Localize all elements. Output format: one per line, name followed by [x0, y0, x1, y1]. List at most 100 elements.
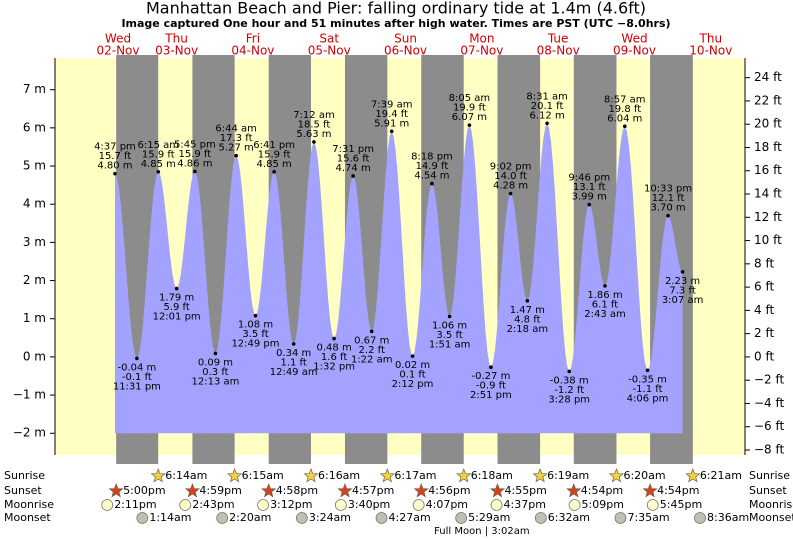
tide-label: 2:51 pm — [470, 390, 512, 401]
tide-label: 15.9 ft — [258, 149, 291, 160]
moon-icon — [614, 512, 627, 524]
date-label: 05-Nov — [308, 44, 351, 58]
tide-label: 4.28 m — [493, 181, 528, 192]
tide-label: 7:39 am — [371, 99, 413, 110]
tide-point — [430, 181, 434, 186]
tide-point — [587, 202, 592, 207]
tide-label: 3:28 pm — [548, 394, 590, 405]
background — [55, 55, 745, 464]
date-label: 02-Nov — [96, 44, 139, 58]
moonrise-time: 2:11pm — [114, 498, 156, 511]
y2-tick-label: 0 ft — [754, 349, 774, 363]
moon-icon — [455, 512, 468, 524]
tide-label: 12.1 ft — [652, 193, 685, 204]
row-label: Moonset — [749, 511, 793, 524]
sun-icon — [184, 483, 201, 498]
moon-icon — [694, 512, 706, 524]
tide-label: 1.08 m — [238, 320, 273, 331]
y2-tick-label: 18 ft — [754, 140, 782, 154]
weekday-label: Thu — [164, 32, 188, 46]
tide-label: 1.47 m — [510, 305, 545, 316]
tide-label: 2:12 pm — [392, 379, 434, 390]
tide-label: 1.06 m — [432, 320, 467, 331]
row-label: Moonrise — [4, 498, 54, 511]
sunset-time: 4:54pm — [657, 484, 699, 497]
tide-label: -1.2 ft — [554, 385, 584, 396]
tide-label: 9:46 pm — [568, 173, 610, 184]
sunset-time: 4:58pm — [276, 484, 318, 497]
tide-label: -0.35 m — [628, 374, 667, 385]
tide-point — [351, 174, 355, 178]
tide-label: 1:32 pm — [313, 362, 355, 373]
moonset-time: 2:20am — [229, 511, 271, 524]
sun-icon — [456, 468, 472, 483]
tide-label: 0.1 ft — [399, 370, 425, 381]
weekday-label: Sat — [319, 32, 339, 46]
tide-label: 14.0 ft — [494, 171, 527, 182]
sun-icon — [413, 483, 429, 498]
tide-label: 2:43 am — [584, 309, 626, 320]
tide-label: 2.2 ft — [359, 345, 385, 356]
moon-phase: Full Moon | 3:02am — [434, 526, 530, 537]
tide-point — [291, 342, 296, 346]
date-label: 10-Nov — [689, 44, 732, 58]
chart-title: Manhattan Beach and Pier: falling ordina… — [146, 0, 646, 18]
tide-label: 4:37 pm — [94, 142, 136, 153]
y2-tick-label: 20 ft — [754, 117, 782, 131]
tide-label: 1.79 m — [159, 293, 194, 304]
tide-label: 14.9 ft — [416, 161, 449, 172]
tide-label: 5.9 ft — [163, 302, 189, 313]
sunrise-time: 6:14am — [165, 469, 207, 482]
date-label: 06-Nov — [384, 44, 427, 58]
tide-point — [525, 298, 530, 303]
y-tick-label: −2 m — [13, 426, 46, 440]
y-tick-label: 0 m — [23, 349, 46, 363]
tide-point — [545, 121, 549, 126]
tide-label: 0.09 m — [198, 357, 233, 368]
moon-icon — [375, 512, 388, 524]
tide-label: 0.34 m — [276, 348, 311, 359]
y2-tick-label: −6 ft — [754, 419, 785, 433]
sunset-time: 4:59pm — [199, 484, 241, 497]
y-tick-label: 6 m — [23, 120, 46, 134]
row-label: Moonset — [4, 511, 51, 524]
tide-label: 5.63 m — [296, 129, 331, 140]
tide-label: 18.5 ft — [298, 119, 331, 130]
sun-icon — [108, 483, 124, 498]
date-label: 07-Nov — [460, 44, 503, 58]
tide-point — [666, 213, 670, 218]
tide-point — [135, 356, 139, 361]
tide-point — [447, 314, 452, 319]
y2-tick-label: 12 ft — [754, 210, 782, 224]
tide-label: -0.9 ft — [476, 381, 506, 392]
y2-tick-label: −2 ft — [754, 373, 785, 387]
row-label: Sunset — [4, 484, 42, 497]
tide-label: -0.1 ft — [122, 372, 152, 383]
tide-label: 4:06 pm — [627, 393, 669, 404]
tide-label: 4.74 m — [336, 163, 371, 174]
tide-area — [114, 123, 683, 434]
tide-label: 3.5 ft — [242, 329, 268, 340]
chart-subtitle: Image captured One hour and 51 minutes a… — [121, 17, 670, 30]
moon-icon — [179, 499, 192, 511]
y2-tick-label: 2 ft — [754, 326, 774, 340]
tide-label: 12:01 pm — [153, 312, 201, 323]
foreground: −2 m −1 m 0 m 1 m 2 m 3 m 4 m 5 m 6 m 7 m −8 ft −6 … — [4, 32, 793, 538]
tide-point — [623, 124, 627, 129]
tide-label: 4.85 m — [257, 159, 292, 170]
tide-label: 15.6 ft — [337, 153, 370, 164]
date-label: 04-Nov — [231, 44, 274, 58]
sun-icon — [608, 468, 625, 483]
y2-tick-label: 10 ft — [754, 233, 782, 247]
tide-label: -1.1 ft — [633, 384, 663, 395]
tide-point — [603, 284, 607, 288]
tide-point — [508, 191, 513, 196]
sun-icon — [150, 468, 166, 483]
weekday-label: Wed — [621, 32, 647, 46]
tide-label: 7:12 am — [293, 110, 335, 121]
tide-label: 19.9 ft — [453, 103, 486, 114]
sunset-time: 4:57pm — [352, 484, 394, 497]
moonrise-time: 4:07pm — [426, 498, 468, 511]
row-label: Sunrise — [749, 469, 790, 482]
